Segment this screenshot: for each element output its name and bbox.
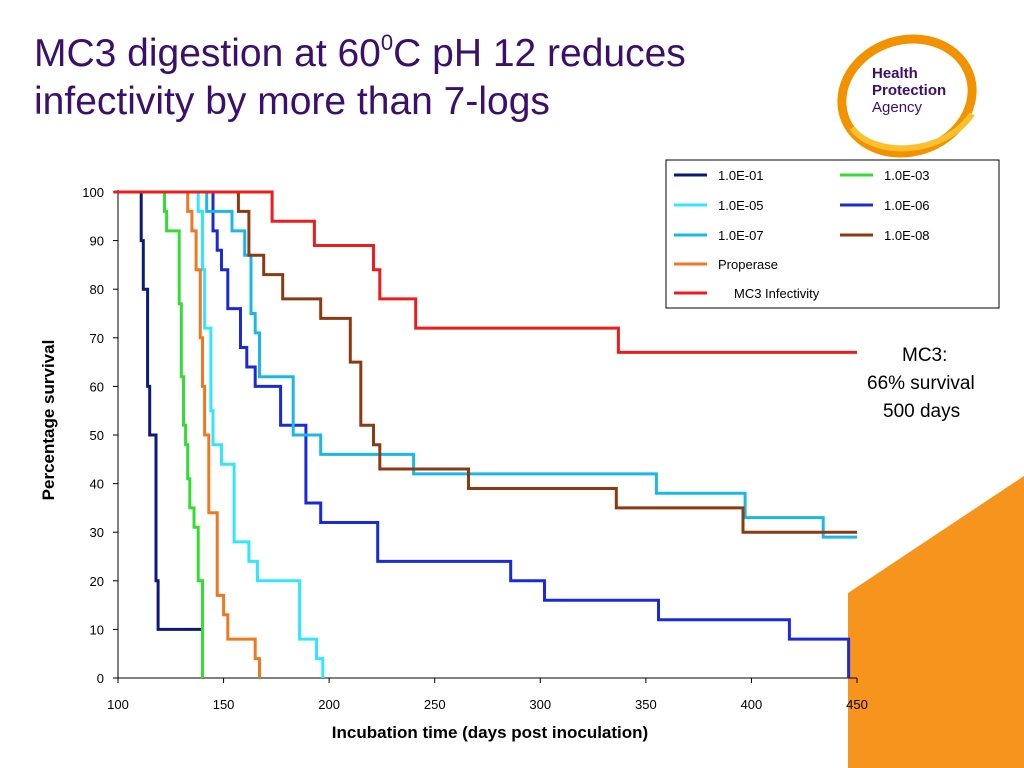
legend-label-mc3-infectivity: MC3 Infectivity [734,286,820,301]
y-tick-label: 30 [90,525,104,540]
y-tick-label: 70 [90,331,104,346]
legend-label-properase: Properase [718,257,778,272]
x-axis-label: Incubation time (days post inoculation) [332,723,648,742]
corner-orange-swoosh [848,476,1024,768]
title-degree-superscript: 0 [380,30,394,55]
y-tick-label: 50 [90,428,104,443]
legend-label-1-0e-03: 1.0E-03 [884,168,930,183]
x-tick-label: 200 [318,697,340,712]
x-tick-label: 300 [529,697,551,712]
legend-box [665,159,1000,309]
y-axis-label: Percentage survival [39,340,58,501]
series-line-1-0e-07 [118,190,857,539]
legend-label-1-0e-05: 1.0E-05 [718,198,764,213]
logo-yellow-swirl [849,112,975,152]
legend-label-1-0e-07: 1.0E-07 [718,228,764,243]
logo-text-line3: Agency [872,99,923,116]
y-tick-label: 90 [90,234,104,249]
series-line-1-0e-01 [118,190,204,678]
x-tick-labels: 100 150 200 250 300 350 400 450 [107,678,868,712]
legend-label-1-0e-08: 1.0E-08 [884,228,930,243]
y-tick-label: 80 [90,282,104,297]
series-line-1-0e-08 [118,190,857,534]
x-tick-label: 100 [107,697,129,712]
y-tick-label: 20 [90,574,104,589]
series-line-1-0e-05 [118,190,325,678]
chart-legend: 1.0E-01 1.0E-03 1.0E-05 1.0E-06 1.0E-07 1.0E-… [665,159,1000,309]
annotation-label: MC3: [902,345,948,366]
legend-label-1-0e-01: 1.0E-01 [718,168,764,183]
y-tick-label: 100 [82,185,104,200]
annotation-survival: 66% survival [867,373,975,394]
logo-orange-ring [837,34,977,158]
series-line-properase [118,190,261,678]
x-tick-label: 450 [846,697,868,712]
title-text-part2: C pH 12 reduces infectivity by more than… [34,32,686,123]
y-tick-label: 0 [97,671,104,686]
plot-frame [117,190,857,679]
x-tick-label: 250 [424,697,446,712]
x-tick-label: 150 [213,697,235,712]
y-tick-label: 60 [90,379,104,394]
x-tick-label: 400 [741,697,763,712]
y-tick-label: 40 [90,477,104,492]
annotation-duration: 500 days [883,401,961,422]
series-lines [113,190,857,678]
mc3-annotation: MC3: 66% survival 500 days [860,342,1010,426]
title-text-part1: MC3 digestion at 60 [34,32,381,75]
health-protection-agency-logo: Health Protection Agency [837,34,977,158]
logo-text-line1: Health [872,65,918,82]
slide-title: MC3 digestion at 600C pH 12 reduces infe… [34,30,814,126]
logo-text-line2: Protection [872,82,946,99]
legend-label-1-0e-06: 1.0E-06 [884,198,930,213]
series-line-1-0e-03 [118,190,204,678]
series-line-mc3-infectivity [113,190,857,354]
x-tick-label: 350 [635,697,657,712]
y-tick-label: 10 [90,622,104,637]
series-line-1-0e-06 [118,190,851,678]
y-tick-labels: 0 10 20 30 40 50 60 70 80 90 100 [82,185,118,686]
